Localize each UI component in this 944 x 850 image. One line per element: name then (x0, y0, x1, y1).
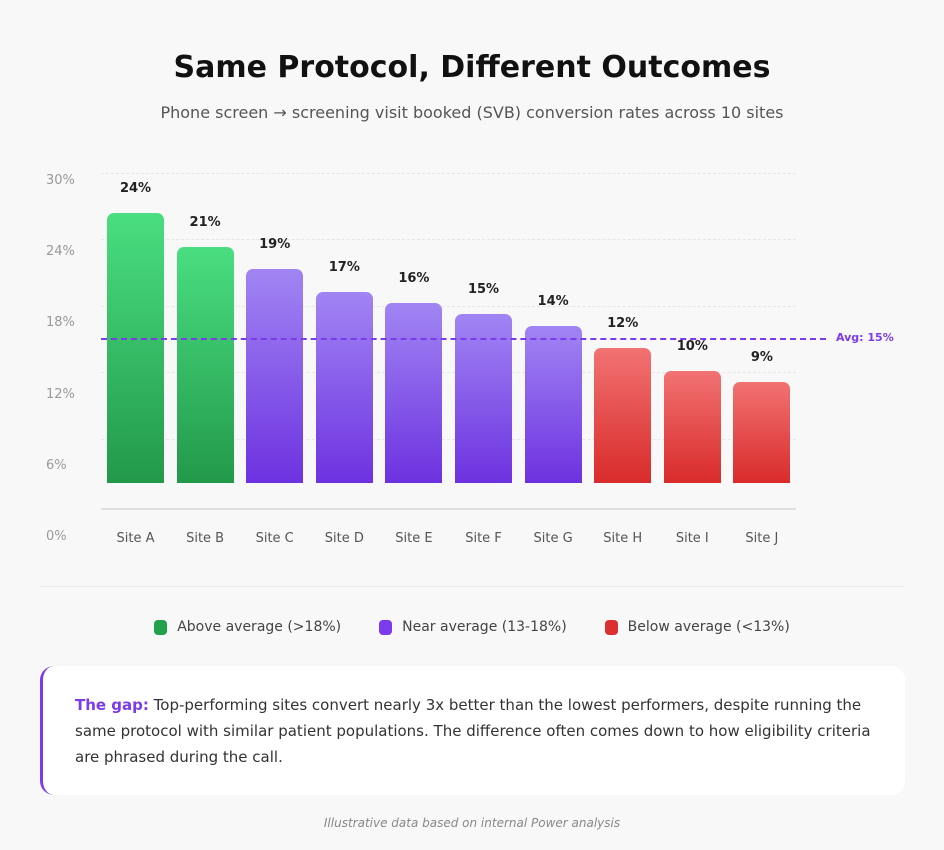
x-tick-label: Site H (603, 531, 643, 546)
bar-value-label: 9% (750, 349, 773, 365)
legend-label: Below average (<13%) (627, 619, 790, 635)
average-label: Avg: 15% (836, 331, 894, 344)
x-axis-line (101, 508, 796, 510)
x-tick-label: Site I (675, 531, 709, 546)
legend-swatch (379, 619, 393, 635)
bar (385, 303, 443, 483)
bar (524, 325, 582, 483)
x-tick-label: Site B (186, 531, 225, 546)
callout-lead: The gap: (75, 696, 149, 714)
insight-callout: The gap: Top-performing sites convert ne… (40, 666, 905, 795)
gridline (101, 239, 796, 240)
legend-swatch (604, 619, 618, 635)
average-line (101, 338, 826, 340)
y-tick-label: 18% (46, 315, 75, 330)
chart-title: Same Protocol, Different Outcomes (173, 50, 771, 85)
chart-subtitle: Phone screen → screening visit booked (S… (160, 103, 784, 122)
bar (246, 269, 304, 483)
legend-item-above: Above average (>18%) (154, 619, 341, 635)
legend-item-below: Below average (<13%) (604, 619, 790, 635)
legend-swatch (154, 619, 168, 635)
x-tick-label: Site J (745, 531, 779, 546)
bar (733, 381, 791, 483)
bar-value-label: 10% (676, 338, 708, 354)
y-tick-label: 30% (46, 173, 75, 188)
gridline (101, 439, 796, 440)
legend-label: Near average (13-18%) (402, 619, 567, 635)
bar-value-label: 19% (259, 237, 291, 253)
x-tick-label: Site D (324, 531, 364, 546)
gridline (101, 173, 796, 174)
y-tick-label: 24% (46, 244, 75, 259)
bar (107, 213, 164, 483)
gridline (101, 372, 796, 373)
bar (315, 291, 373, 483)
y-tick-label: 12% (46, 387, 75, 402)
legend: Above average (>18%) Near average (13-18%… (0, 619, 944, 635)
legend-item-near: Near average (13-18%) (379, 619, 567, 635)
x-tick-label: Site C (255, 531, 294, 546)
bar (663, 370, 721, 483)
bar-value-label: 17% (328, 259, 360, 275)
y-tick-label: 6% (46, 458, 67, 473)
divider (40, 586, 904, 587)
gridline (101, 306, 796, 307)
bar-value-label: 21% (189, 214, 221, 230)
bar-value-label: 12% (607, 316, 639, 331)
bar (594, 348, 652, 483)
x-tick-label: Site F (465, 531, 502, 546)
x-tick-label: Site E (395, 531, 433, 546)
bar-value-label: 24% (119, 181, 152, 196)
bar (176, 246, 234, 483)
x-tick-label: Site G (533, 531, 573, 546)
legend-label: Above average (>18%) (177, 619, 342, 635)
bar (455, 314, 512, 483)
y-tick-label: 0% (46, 529, 67, 544)
bar-value-label: 14% (537, 293, 569, 309)
bar-value-label: 15% (467, 282, 500, 298)
callout-text: Top-performing sites convert nearly 3x b… (75, 696, 871, 766)
bar-value-label: 16% (398, 271, 430, 286)
x-tick-label: Site A (116, 531, 155, 546)
footnote: Illustrative data based on internal Powe… (323, 816, 621, 830)
